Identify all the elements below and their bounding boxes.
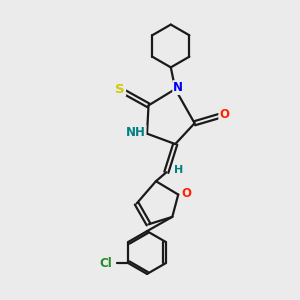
Text: O: O xyxy=(219,108,229,121)
Text: Cl: Cl xyxy=(100,257,112,270)
Text: S: S xyxy=(116,82,125,96)
Text: N: N xyxy=(173,81,183,94)
Text: O: O xyxy=(182,187,192,200)
Text: NH: NH xyxy=(126,126,146,139)
Text: H: H xyxy=(174,165,184,175)
